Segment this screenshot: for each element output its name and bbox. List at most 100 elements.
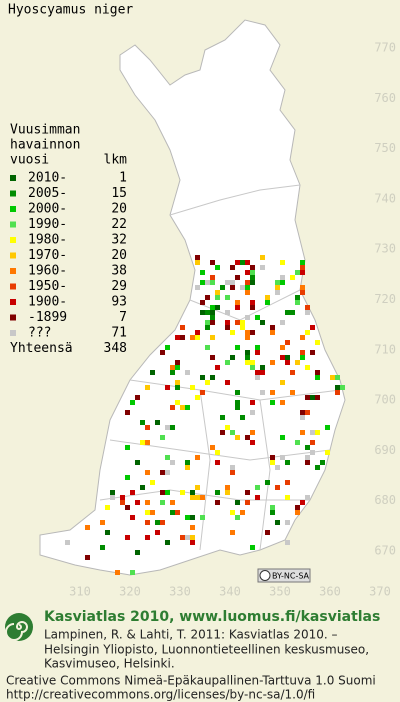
license-line: Creative Commons Nimeä-Epäkaupallinen-Ta… [6,674,376,688]
observation-square [290,275,295,280]
legend-count: 15 [111,186,127,201]
observation-square [300,285,305,290]
northing-label: 710 [374,342,396,356]
observation-square [225,380,230,385]
observation-square [210,375,215,380]
observation-square [245,350,250,355]
observation-square [175,510,180,515]
observation-square [225,360,230,365]
observation-square [285,480,290,485]
border [169,184,301,216]
observation-square [285,520,290,525]
legend-count: 20 [111,202,127,217]
observation-square [265,480,270,485]
observation-square [230,265,235,270]
observation-square [205,320,210,325]
observation-square [225,490,230,495]
observation-square [150,370,155,375]
observation-square [305,330,310,335]
observation-square [235,320,240,325]
observation-square [155,420,160,425]
observation-square [305,410,310,415]
observation-square [135,395,140,400]
observation-square [215,490,220,495]
observation-square [145,440,150,445]
observation-square [255,495,260,500]
observation-square [185,465,190,470]
observation-square [270,460,275,465]
observation-square [215,295,220,300]
observation-square [125,410,130,415]
legend-label: 1900- [28,295,67,310]
observation-square [250,280,255,285]
observation-square [260,365,265,370]
observation-square [305,445,310,450]
legend-swatch [10,206,16,212]
observation-square [120,495,125,500]
observation-square [315,375,320,380]
northing-label: 730 [374,242,396,256]
observation-square [125,505,130,510]
observation-square [230,465,235,470]
observation-square [215,460,220,465]
observation-square [315,340,320,345]
observation-square [245,280,250,285]
legend-heading: havainnon [10,138,80,153]
observation-square [305,495,310,500]
observation-square [140,440,145,445]
observation-square [85,525,90,530]
observation-square [210,310,215,315]
observation-square [295,295,300,300]
observation-square [255,350,260,355]
observation-square [210,355,215,360]
observation-square [230,530,235,535]
legend-label: 2010- [28,171,67,186]
observation-square [295,270,300,275]
observation-square [260,390,265,395]
observation-square [205,325,210,330]
observation-square [185,405,190,410]
observation-square [145,500,150,505]
observation-square [210,335,215,340]
observation-square [205,295,210,300]
observation-square [105,505,110,510]
observation-square [240,285,245,290]
observation-square [145,385,150,390]
observation-square [175,360,180,365]
logo [5,613,33,641]
observation-square [265,295,270,300]
observation-square [290,390,295,395]
observation-square [160,490,165,495]
observation-square [130,400,135,405]
observation-square [235,515,240,520]
observation-square [240,510,245,515]
border [259,399,271,551]
legend-count: 38 [111,264,127,279]
observation-square [280,320,285,325]
observation-square [265,530,270,535]
easting-label: 350 [269,585,291,599]
legend-count: 1 [119,171,127,186]
observation-square [315,430,320,435]
observation-square [140,485,145,490]
license-badge [257,568,311,583]
observation-square [105,530,110,535]
observation-square [190,335,195,340]
observation-square [125,475,130,480]
northing-label: 670 [374,544,396,558]
observation-square [270,330,275,335]
observation-square [285,360,290,365]
easting-label: 320 [119,585,141,599]
observation-square [245,290,250,295]
observation-square [305,395,310,400]
northing-label: 700 [374,393,396,407]
observation-square [255,375,260,380]
observation-square [100,545,105,550]
observation-square [260,265,265,270]
observation-square [305,310,310,315]
observation-square [195,330,200,335]
observation-square [215,365,220,370]
observation-square [255,485,260,490]
observation-square [250,365,255,370]
observation-square [260,370,265,375]
